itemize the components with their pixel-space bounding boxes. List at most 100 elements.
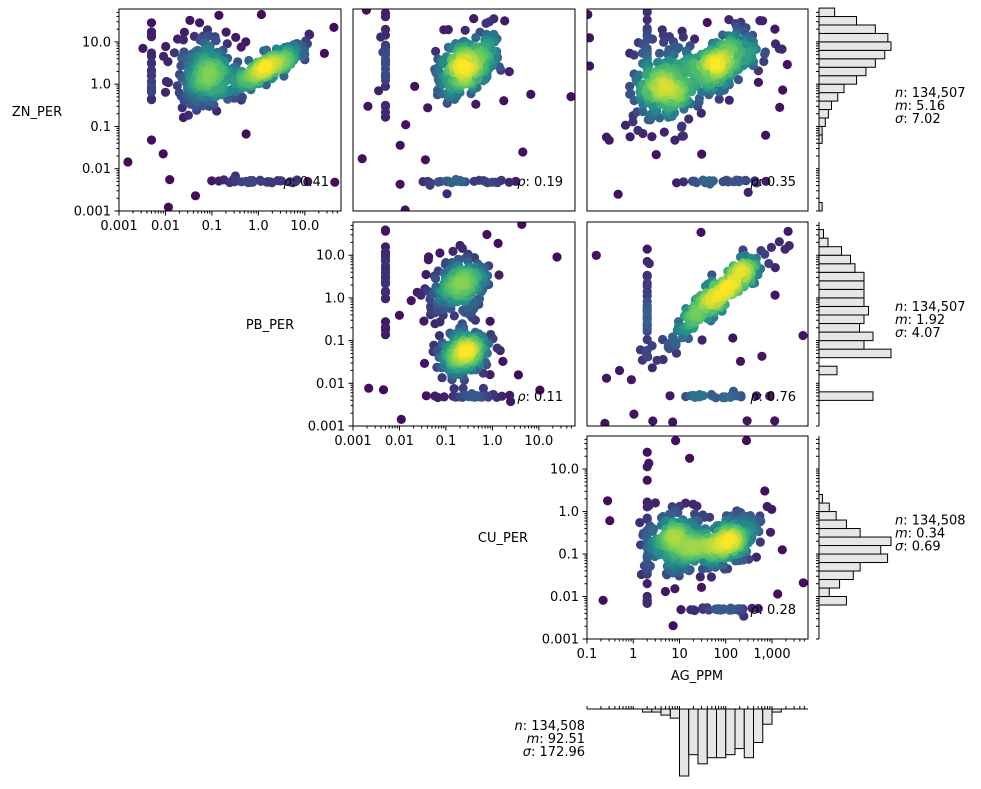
panel-frame bbox=[352, 8, 576, 212]
scatter-point bbox=[163, 57, 173, 67]
scatter-point bbox=[255, 175, 265, 185]
scatter-point bbox=[361, 9, 371, 15]
histogram-bar bbox=[818, 100, 833, 111]
histogram-bar bbox=[818, 579, 841, 589]
histogram-bar bbox=[762, 708, 773, 725]
histogram-bar bbox=[818, 237, 829, 248]
x-tick-label: 0.01 bbox=[385, 434, 414, 449]
scatter-point bbox=[760, 486, 770, 496]
scatter-point bbox=[620, 120, 631, 130]
scatter-point bbox=[751, 391, 762, 401]
scatter-point bbox=[770, 416, 780, 426]
scatter-point bbox=[757, 351, 767, 361]
scatter-point bbox=[660, 586, 671, 597]
scatter-point bbox=[671, 533, 681, 544]
scatter-point bbox=[374, 86, 384, 96]
scatter-point bbox=[481, 18, 491, 28]
scatter-point bbox=[431, 46, 441, 57]
stat-sigma: σ: 7.02 bbox=[895, 112, 941, 127]
histogram-bar bbox=[818, 66, 867, 77]
histogram-bar bbox=[725, 708, 736, 756]
histogram-bar bbox=[669, 708, 681, 719]
histogram-bar bbox=[818, 323, 860, 333]
scatter-point bbox=[123, 157, 133, 167]
scatter-point bbox=[798, 330, 808, 341]
x-tick-label: 0.001 bbox=[334, 434, 371, 449]
scatter-point bbox=[647, 363, 657, 373]
scatter-point bbox=[626, 89, 636, 99]
scatter-point bbox=[518, 147, 528, 157]
histogram-bar bbox=[818, 92, 839, 102]
scatter-point bbox=[670, 135, 680, 145]
histogram-bar bbox=[679, 708, 690, 777]
y-tick-label: 0.1 bbox=[324, 334, 345, 349]
scatter-point bbox=[690, 34, 700, 44]
scatter-point bbox=[642, 595, 652, 605]
histogram-bar bbox=[818, 553, 889, 564]
scatter-point bbox=[654, 48, 665, 59]
scatter-point bbox=[401, 120, 411, 130]
scatter-panel-pb_per-vs-cu_per: ρ: 0.11 bbox=[352, 221, 576, 427]
stat-mean: m: 92.51 bbox=[527, 732, 585, 747]
histogram-bar bbox=[688, 708, 699, 756]
scatter-point bbox=[421, 391, 431, 401]
histogram-bar bbox=[818, 596, 847, 606]
scatter-point bbox=[598, 595, 608, 605]
histogram-bar bbox=[818, 570, 854, 581]
histogram-bar bbox=[818, 7, 836, 18]
scatter-point bbox=[380, 54, 391, 64]
scatter-point bbox=[684, 114, 694, 124]
scatter-point bbox=[644, 500, 654, 511]
scatter-point bbox=[724, 15, 734, 25]
scatter-point bbox=[714, 94, 724, 104]
scatter-point bbox=[751, 552, 762, 562]
scatter-point bbox=[483, 178, 493, 188]
correlation-label: ρ: 0.41 bbox=[283, 175, 329, 190]
scatter-panel-zn_per-vs-cu_per: ρ: 0.19 bbox=[352, 0, 576, 212]
scatter-point bbox=[285, 177, 295, 187]
scatter-point bbox=[668, 417, 678, 426]
histogram-bar bbox=[818, 117, 826, 127]
scatter-point bbox=[457, 62, 467, 72]
scatter-point bbox=[204, 68, 214, 78]
scatter-point bbox=[400, 205, 410, 211]
scatter-point bbox=[642, 311, 652, 321]
scatter-point bbox=[591, 250, 601, 260]
correlation-label: ρ: 0.28 bbox=[750, 603, 796, 618]
scatter-point bbox=[431, 273, 441, 284]
scatter-point bbox=[222, 39, 232, 49]
scatter-point bbox=[437, 373, 447, 383]
scatter-point bbox=[761, 130, 771, 140]
scatter-point bbox=[629, 50, 639, 60]
x-tick-label: 0.1 bbox=[202, 219, 223, 234]
scatter-point bbox=[381, 0, 390, 6]
scatter-point bbox=[380, 256, 391, 266]
histogram-bar bbox=[818, 254, 851, 265]
scatter-point bbox=[676, 605, 686, 615]
scatter-point bbox=[493, 238, 503, 248]
scatter-point bbox=[668, 621, 678, 631]
scatter-point bbox=[438, 59, 448, 69]
scatter-point bbox=[766, 242, 777, 252]
scatter-point bbox=[720, 285, 730, 295]
scatter-point bbox=[678, 32, 688, 42]
x-tick-label: 0.001 bbox=[100, 219, 137, 234]
scatter-point bbox=[678, 177, 689, 187]
scatter-point bbox=[783, 226, 793, 236]
scatter-point bbox=[780, 244, 790, 254]
scatter-point bbox=[434, 331, 444, 341]
histogram-bar bbox=[818, 365, 838, 376]
scatter-point bbox=[690, 605, 700, 616]
scatter-point bbox=[782, 59, 792, 70]
scatter-point bbox=[448, 246, 458, 256]
scatter-point bbox=[629, 409, 639, 419]
histogram-bar bbox=[818, 340, 865, 350]
scatter-point bbox=[406, 296, 416, 306]
scatter-point bbox=[600, 418, 610, 426]
panel-frame bbox=[586, 435, 809, 640]
scatter-point bbox=[644, 258, 654, 269]
scatter-point bbox=[634, 70, 644, 80]
scatter-point bbox=[146, 18, 157, 28]
